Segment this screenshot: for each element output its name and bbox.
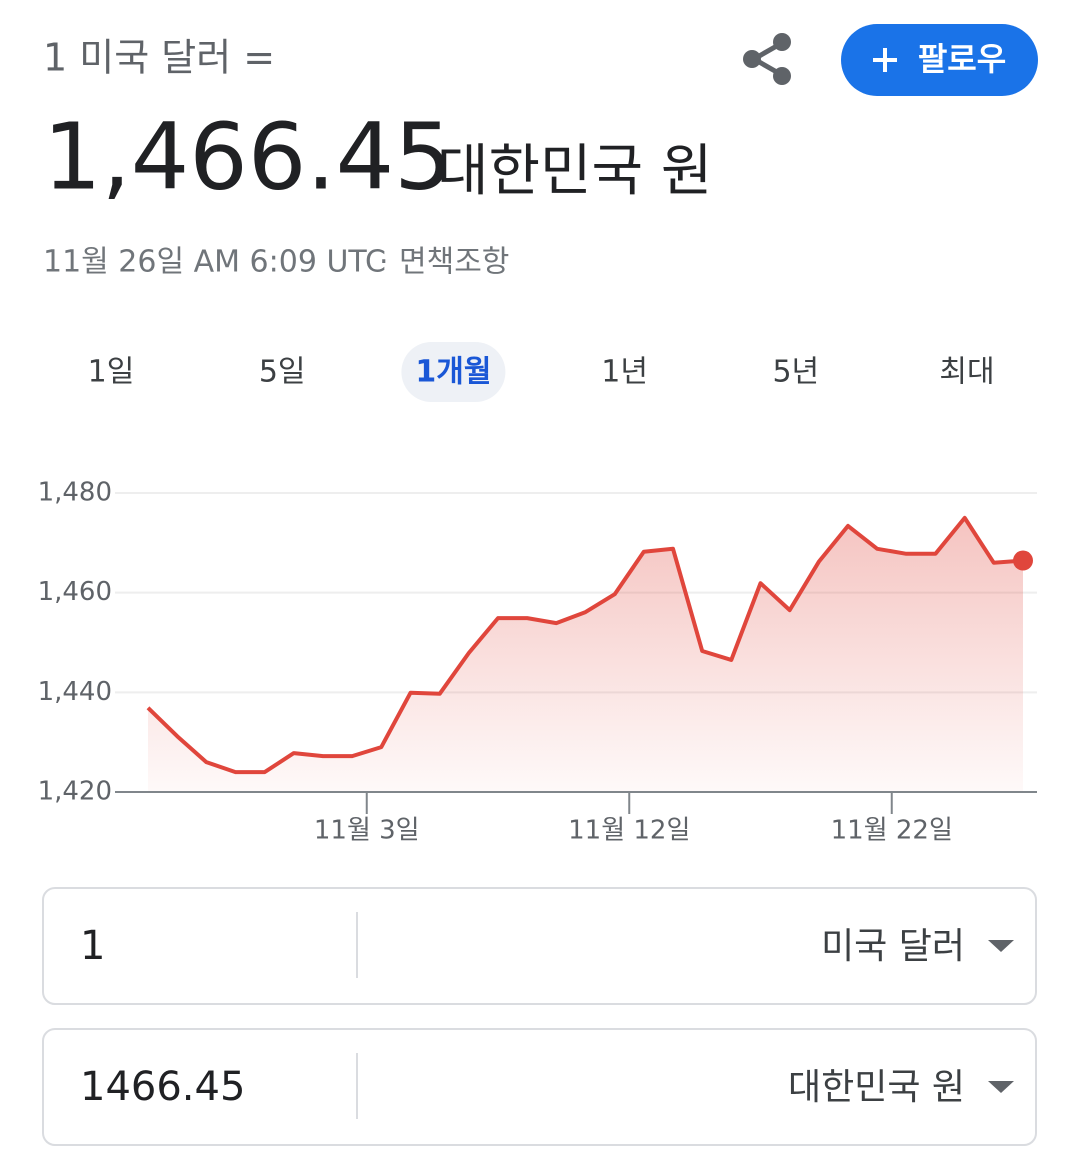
amount-input[interactable]: 1466.45 bbox=[80, 1064, 245, 1110]
chart: 1,420 1,440 1,460 1,480 11월 3일 11월 12일 11월 22일 bbox=[38, 478, 1037, 846]
range-tab[interactable]: 1일 bbox=[88, 355, 135, 390]
amount-input[interactable]: 1 bbox=[80, 923, 105, 969]
range-tab[interactable]: 5일 bbox=[259, 355, 306, 390]
currency-select[interactable]: 대한민국 원 bbox=[788, 1067, 965, 1108]
y-tick-label: 1,440 bbox=[38, 677, 112, 707]
disclaimer-link[interactable]: 면책조항 bbox=[399, 245, 509, 280]
y-tick-label: 1,420 bbox=[38, 777, 112, 807]
follow-button[interactable]: 팔로우 bbox=[841, 24, 1038, 96]
converter: 1 미국 달러 1466.45 대한민국 원 bbox=[42, 887, 1037, 1146]
converter-box bbox=[42, 1028, 1037, 1146]
x-tick-label: 11월 22일 bbox=[831, 816, 953, 846]
dropdown-arrow bbox=[988, 1081, 1014, 1093]
quote-currency: 대한민국 원 bbox=[437, 139, 712, 204]
separator: · bbox=[379, 245, 389, 280]
timestamp: 11월 26일 AM 6:09 UTC bbox=[43, 245, 386, 280]
converter-box bbox=[42, 887, 1037, 1005]
line bbox=[146, 515, 1024, 775]
range-tab[interactable]: 최대 bbox=[939, 355, 994, 390]
x-tick-label: 11월 3일 bbox=[314, 816, 420, 846]
base-label: 1 미국 달러 = bbox=[43, 36, 275, 80]
y-tick-label: 1,480 bbox=[38, 478, 112, 508]
range-tab[interactable]: 5년 bbox=[772, 355, 819, 390]
range-tab[interactable]: 1년 bbox=[601, 355, 648, 390]
x-tick-label: 11월 12일 bbox=[568, 816, 690, 846]
share-icon[interactable] bbox=[743, 33, 791, 85]
dropdown-arrow bbox=[988, 940, 1014, 952]
area bbox=[148, 517, 1023, 792]
y-tick-label: 1,460 bbox=[38, 577, 112, 607]
follow-label[interactable]: 팔로우 bbox=[918, 40, 1006, 78]
range-tab[interactable]: 1개월 bbox=[415, 355, 491, 390]
currency-select[interactable]: 미국 달러 bbox=[821, 926, 965, 967]
tab-highlight bbox=[401, 342, 506, 402]
range-tabs: 1일 5일 1개월 1년 5년 최대 bbox=[88, 342, 995, 402]
last-point bbox=[1013, 550, 1033, 571]
rate-value: 1,466.45 bbox=[43, 103, 453, 210]
